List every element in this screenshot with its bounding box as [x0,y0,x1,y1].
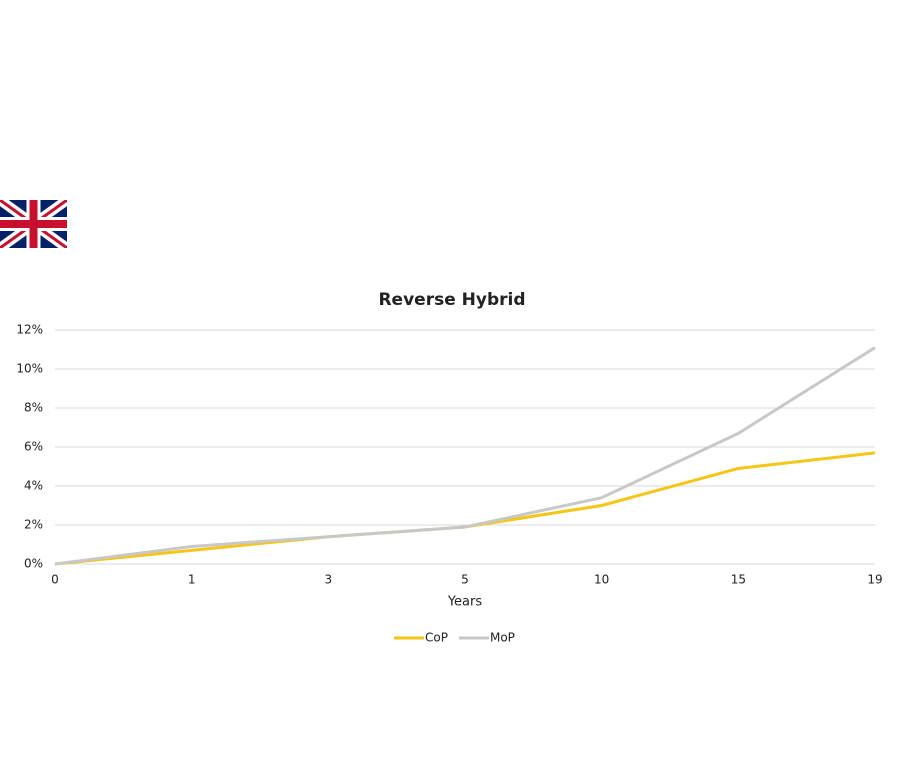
x-tick-label: 3 [325,573,333,587]
x-axis-title: Years [447,595,483,610]
x-tick-label: 10 [594,573,609,587]
chart-title: Reverse Hybrid [378,290,525,310]
uk-flag [0,200,67,248]
legend-label: CoP [425,631,448,645]
legend-label: MoP [490,631,515,645]
y-tick-label: 0% [24,557,43,571]
y-tick-label: 6% [24,440,43,454]
line-series [54,346,876,566]
x-tick-label: 15 [731,573,746,587]
y-tick-label: 8% [24,401,43,415]
x-tick-label: 19 [867,573,882,587]
y-tick-label: 4% [24,479,43,493]
y-tick-label: 10% [16,362,43,376]
y-tick-label: 12% [16,323,43,337]
x-tick-label: 1 [188,573,196,587]
y-tick-label: 2% [24,518,43,532]
x-tick-label: 0 [51,573,59,587]
x-tick-label: 5 [461,573,469,587]
